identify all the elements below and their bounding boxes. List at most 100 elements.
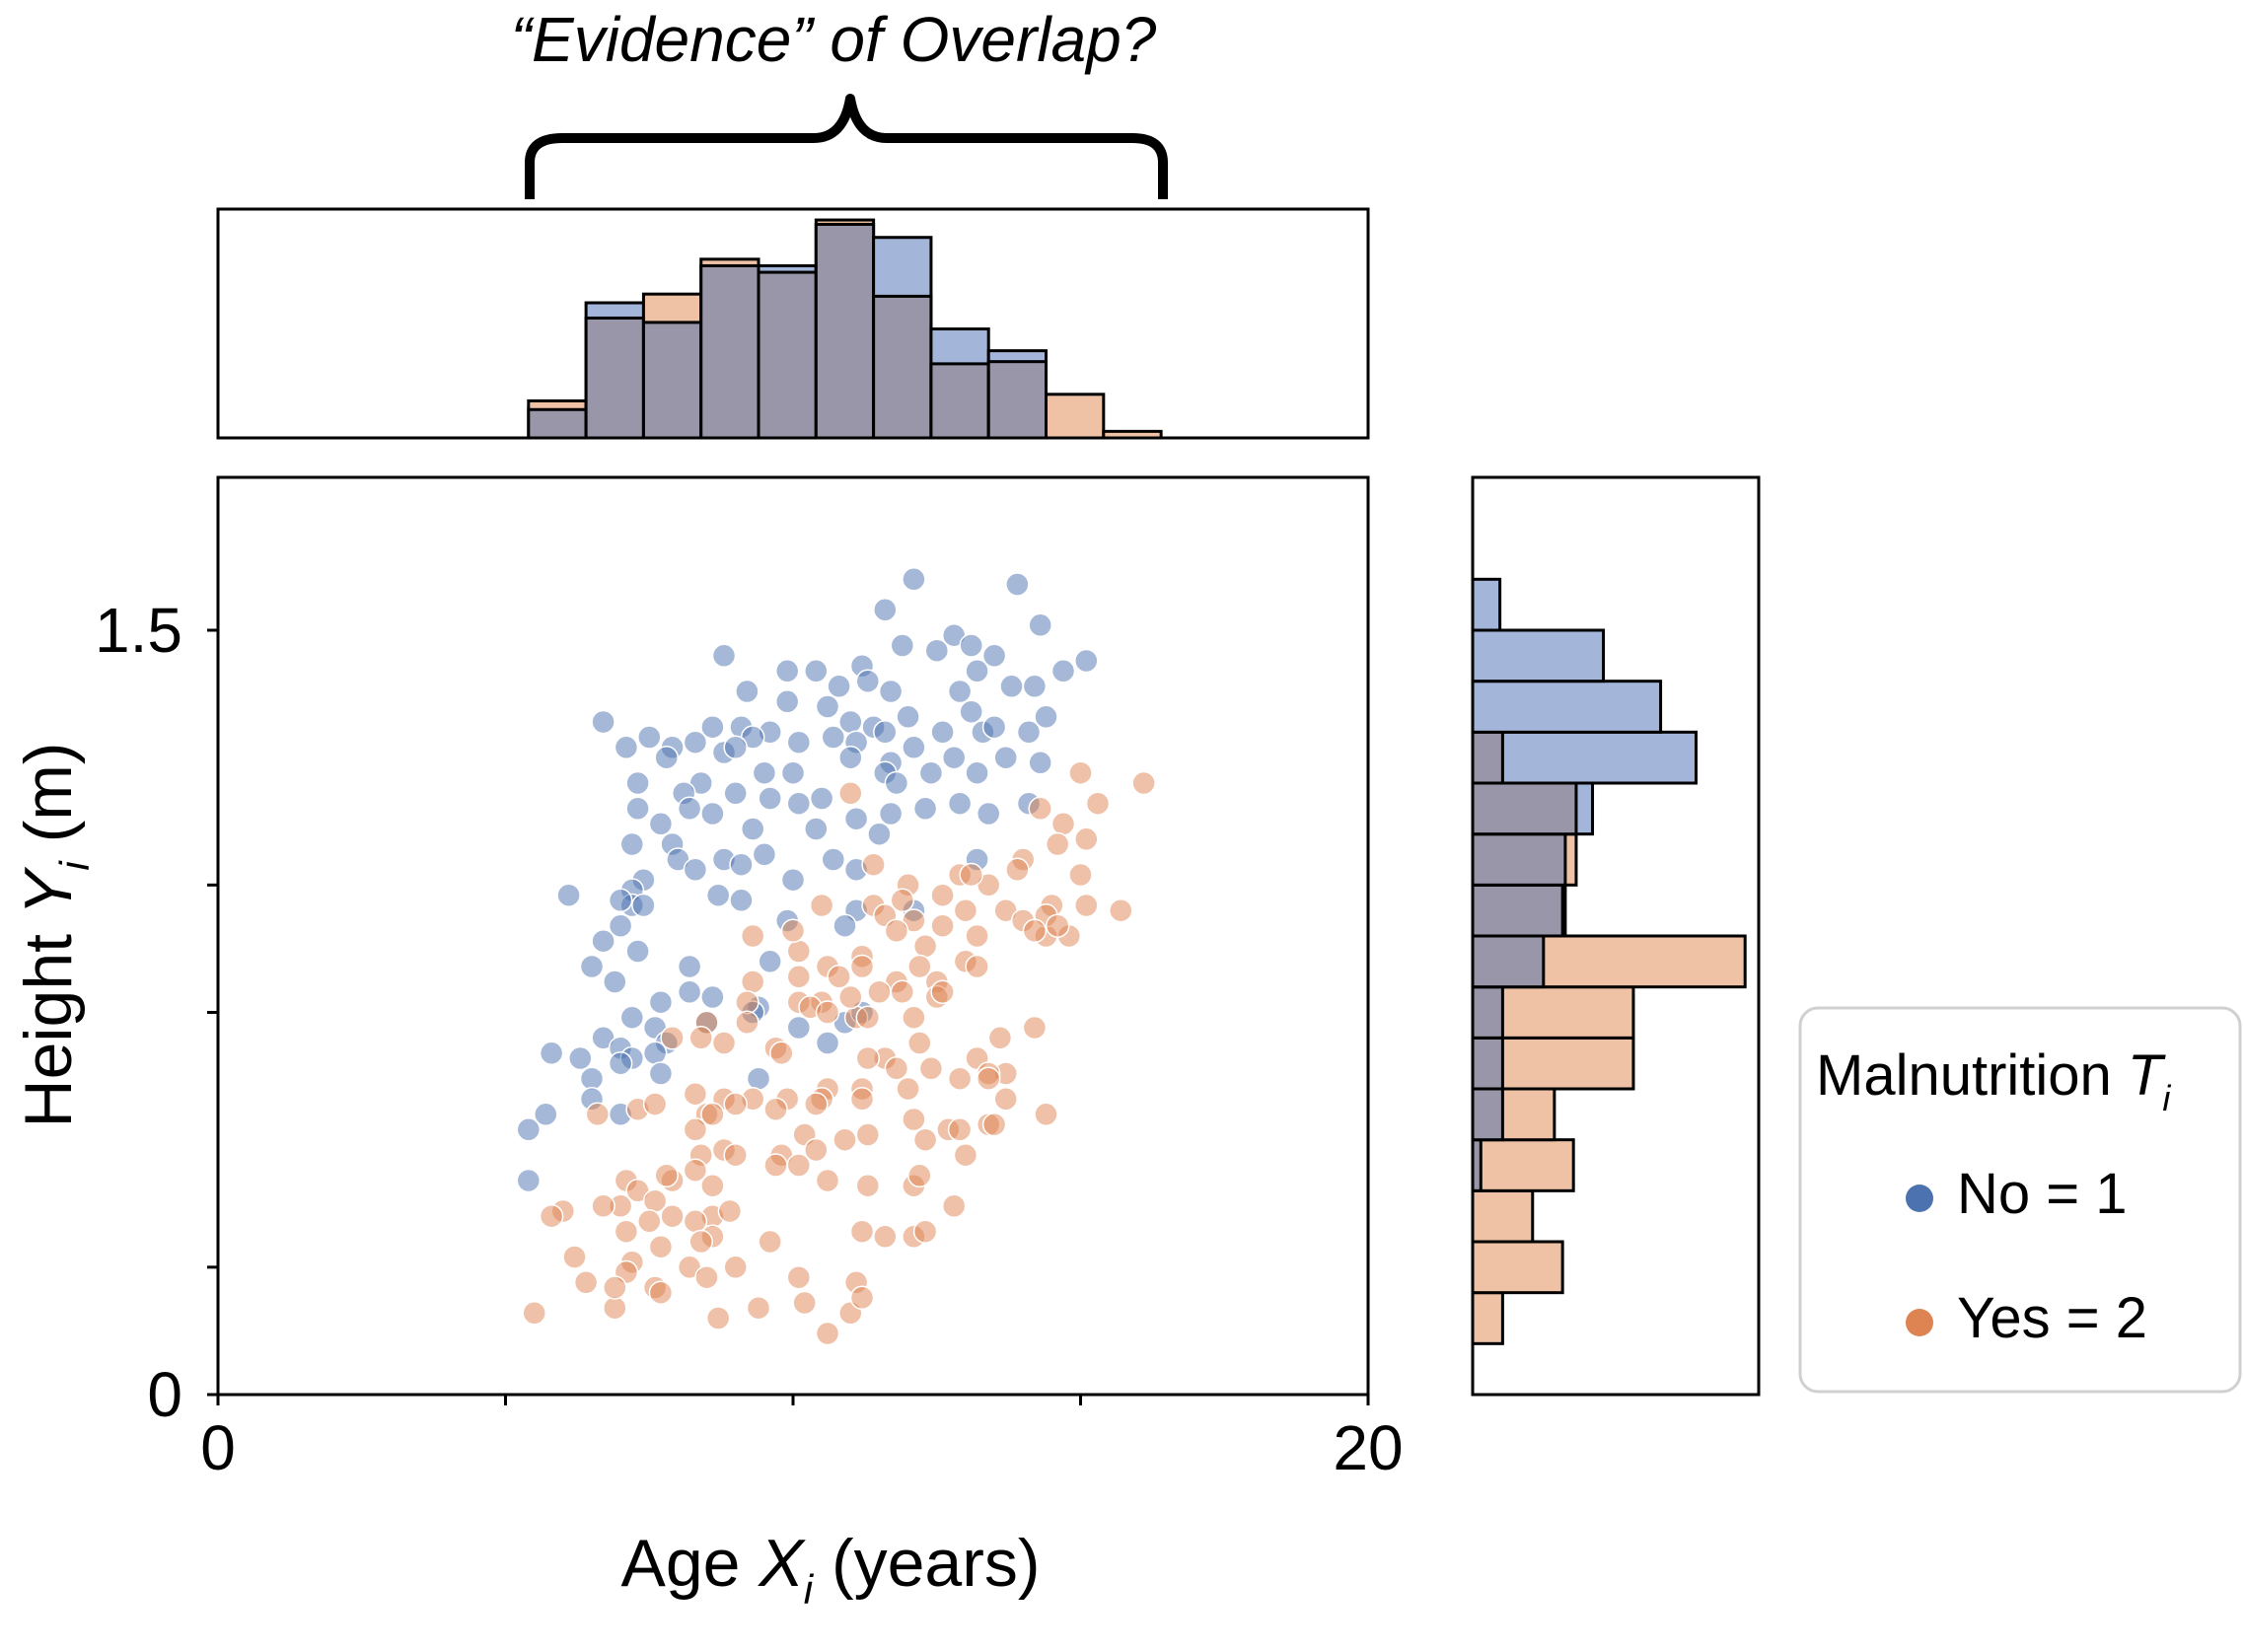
y-axis-label: Height Yi (m) — [11, 743, 98, 1128]
scatter-point — [815, 1321, 840, 1346]
scatter-point — [625, 770, 650, 796]
scatter-point — [729, 888, 754, 913]
x-axis-ticks: 0 20 — [200, 1395, 1404, 1483]
scatter-point — [959, 862, 983, 888]
scatter-point — [941, 745, 967, 770]
scatter-point — [723, 1255, 748, 1280]
scatter-point — [878, 679, 904, 704]
scatter-point — [1022, 918, 1048, 944]
right-histogram-bar — [1471, 1138, 1575, 1192]
scatter-point — [683, 1158, 708, 1183]
scatter-point — [815, 1168, 840, 1193]
scatter-point — [585, 1102, 611, 1127]
scatter-point — [827, 965, 851, 989]
scatter-point — [631, 893, 656, 918]
top-histogram-bar — [1045, 393, 1106, 440]
scatter-point — [683, 857, 708, 883]
scatter-point — [1074, 826, 1099, 852]
scatter-point — [930, 913, 955, 938]
scatter-point — [1050, 812, 1076, 836]
scatter-point — [522, 1301, 546, 1326]
scatter-point — [907, 954, 932, 979]
scatter-point — [786, 1153, 812, 1178]
scatter-point — [740, 970, 765, 994]
scatter-point — [849, 1219, 875, 1244]
top-histogram-overlap-bar — [527, 407, 588, 440]
scatter-point — [976, 801, 1001, 826]
scatter-point — [941, 1193, 967, 1219]
scatter-point — [683, 730, 708, 754]
x-tick-label: 0 — [200, 1412, 236, 1483]
scatter-point — [705, 883, 731, 907]
scatter-point — [1005, 572, 1030, 597]
scatter-point — [912, 1127, 938, 1152]
scatter-point — [786, 730, 812, 754]
scatter-point — [912, 1219, 938, 1244]
scatter-point — [740, 817, 765, 841]
overlap-annotation: “Evidence” of Overlap? — [511, 4, 1157, 75]
scatter-point — [677, 979, 702, 1005]
y-tick-label: 0 — [147, 1359, 182, 1430]
top-histogram-overlap-bar — [641, 321, 703, 440]
x-axis-label: Age Xi (years) — [620, 1526, 1040, 1613]
scatter-point — [608, 1050, 633, 1076]
scatter-point — [1022, 674, 1048, 699]
scatter-point — [918, 760, 944, 785]
scatter-point — [758, 1229, 782, 1255]
scatter-point — [1068, 862, 1093, 888]
scatter-point — [809, 893, 834, 918]
scatter-point — [890, 979, 915, 1005]
right-histogram-overlap-bar — [1471, 985, 1504, 1040]
scatter-point — [981, 643, 1007, 669]
scatter-point — [752, 842, 777, 867]
scatter-point — [843, 806, 869, 831]
scatter-point — [568, 1045, 593, 1071]
scatter-point — [861, 852, 886, 877]
scatter-point — [912, 796, 938, 822]
right-histogram-bar — [1471, 730, 1698, 785]
scatter-point — [907, 1163, 932, 1188]
scatter-point — [700, 1102, 725, 1127]
scatter-point — [1131, 770, 1156, 796]
scatter-point — [855, 1173, 881, 1198]
scatter-point — [849, 1087, 875, 1112]
scatter-point — [539, 1041, 564, 1066]
scatter-point — [867, 979, 892, 1005]
scatter-point — [619, 1005, 645, 1030]
right-histogram-overlap-bar — [1471, 1036, 1504, 1091]
scatter-point — [918, 1056, 944, 1081]
scatter-point — [614, 1219, 639, 1244]
scatter-point — [930, 720, 955, 745]
scatter-point — [758, 786, 782, 811]
scatter-point — [608, 888, 633, 913]
legend-marker-yes — [1906, 1309, 1933, 1336]
scatter-point — [677, 796, 702, 822]
scatter-point — [792, 1290, 817, 1316]
scatter-point — [981, 714, 1007, 740]
legend-label-no: No = 1 — [1957, 1162, 2128, 1226]
scatter-point — [947, 679, 973, 704]
scatter-point — [999, 674, 1024, 699]
scatter-point — [1068, 760, 1093, 785]
series-yes — [522, 760, 1156, 1346]
top-histogram-frame — [216, 207, 1370, 440]
scatter-point — [890, 888, 915, 913]
top-histogram-overlap-bar — [986, 360, 1049, 440]
scatter-point — [603, 1295, 627, 1321]
scatter-point — [804, 817, 829, 841]
scatter-point — [786, 1015, 812, 1041]
top-histogram-overlap-bar — [929, 362, 990, 440]
right-histogram-bar — [1471, 1240, 1564, 1295]
top-histogram-overlap-bar — [872, 294, 933, 440]
scatter-point — [832, 913, 857, 938]
scatter-point — [723, 735, 748, 760]
right-histogram-overlap-bar — [1471, 781, 1578, 836]
scatter-point — [608, 913, 633, 938]
scatter-point — [786, 965, 812, 989]
scatter-point — [786, 791, 812, 816]
scatter-point — [838, 781, 863, 806]
scatter-point — [573, 1270, 599, 1295]
right-histogram-bar — [1471, 628, 1606, 683]
scatter-point — [780, 760, 806, 785]
scatter-point — [683, 1117, 708, 1142]
